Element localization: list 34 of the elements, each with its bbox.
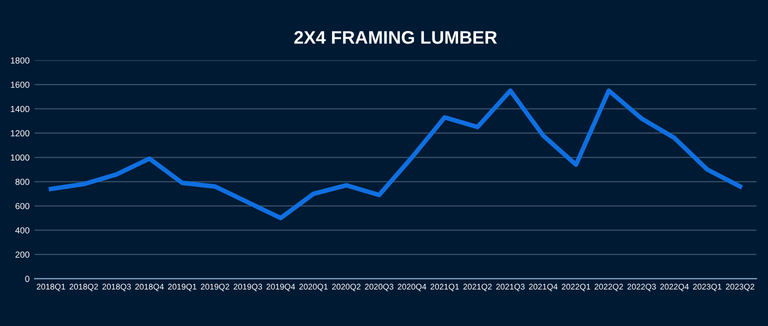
y-tick-label: 1600 bbox=[10, 82, 30, 88]
x-tick-label: 2022Q4 bbox=[660, 284, 689, 292]
x-tick-label: 2019Q1 bbox=[168, 284, 196, 292]
x-tick-label: 2020Q3 bbox=[364, 284, 394, 292]
x-tick-label: 2019Q4 bbox=[266, 284, 296, 292]
x-tick-label: 2020Q2 bbox=[332, 284, 360, 292]
y-tick-label: 200 bbox=[16, 252, 30, 258]
x-tick-label: 2019Q3 bbox=[234, 284, 262, 292]
y-tick-label: 400 bbox=[15, 227, 30, 234]
x-tick-label: 2023Q2 bbox=[726, 284, 754, 292]
x-tick-label: 2021Q2 bbox=[463, 284, 492, 292]
x-tick-label: 2019Q2 bbox=[200, 284, 230, 292]
x-tick-label: 2020Q4 bbox=[398, 284, 426, 292]
x-tick-label: 2018Q3 bbox=[102, 284, 131, 292]
y-tick-label: 600 bbox=[16, 202, 30, 210]
y-tick-label: 800 bbox=[15, 178, 30, 185]
y-tick-label: 1400 bbox=[10, 106, 30, 112]
x-tick-label: 2018Q4 bbox=[135, 284, 164, 292]
x-tick-label: 2022Q1 bbox=[562, 284, 590, 292]
y-tick-label: 1200 bbox=[10, 130, 30, 136]
chart-title: 2X4 FRAMING LUMBER bbox=[294, 31, 497, 44]
y-tick-label: 1000 bbox=[10, 154, 30, 161]
line-series bbox=[48, 88, 742, 220]
x-tick-label: 2021Q4 bbox=[529, 284, 558, 292]
x-tick-label: 2023Q1 bbox=[693, 284, 722, 292]
x-tick-label: 2021Q3 bbox=[496, 284, 525, 292]
y-tick-label: 0 bbox=[25, 276, 30, 282]
x-tick-label: 2018Q1 bbox=[36, 284, 66, 292]
x-tick-label: 2022Q3 bbox=[627, 284, 656, 292]
x-tick-label: 2018Q2 bbox=[70, 284, 98, 292]
x-tick-label: 2022Q2 bbox=[594, 284, 623, 292]
x-tick-label: 2021Q1 bbox=[430, 284, 459, 292]
y-tick-label: 1800 bbox=[10, 57, 30, 64]
x-tick-label: 2020Q1 bbox=[299, 284, 328, 292]
